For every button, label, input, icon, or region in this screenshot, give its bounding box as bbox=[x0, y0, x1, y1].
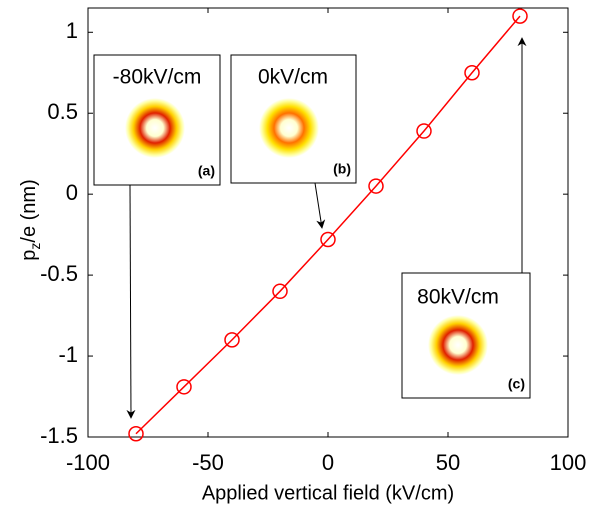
arrow bbox=[314, 182, 326, 229]
arrow bbox=[126, 184, 136, 419]
x-tick-label: -100 bbox=[66, 450, 110, 475]
y-label-sub: z bbox=[27, 243, 43, 250]
x-axis-label: Applied vertical field (kV/cm) bbox=[202, 482, 454, 504]
y-tick-label: 1 bbox=[66, 18, 78, 43]
x-tick-label: -50 bbox=[192, 450, 224, 475]
marker bbox=[272, 283, 288, 300]
x-tick-label: 0 bbox=[322, 450, 334, 475]
inset-tag: (c) bbox=[508, 376, 525, 392]
ring-image bbox=[428, 315, 488, 375]
series-line bbox=[135, 15, 521, 435]
ring-image bbox=[259, 98, 319, 158]
marker bbox=[320, 231, 336, 248]
y-axis-label: pz/e (nm) bbox=[18, 179, 42, 260]
x-tick-label: 50 bbox=[436, 450, 460, 475]
marker bbox=[416, 123, 432, 139]
ring-image bbox=[125, 97, 185, 158]
x-tick-label: 100 bbox=[550, 450, 587, 475]
y-tick-label: -1 bbox=[58, 342, 78, 367]
inset-title: -80kV/cm bbox=[113, 66, 202, 89]
marker bbox=[128, 426, 144, 442]
marker bbox=[512, 8, 528, 24]
inset-tag: (a) bbox=[198, 163, 215, 179]
marker bbox=[368, 178, 384, 194]
y-tick-label: -1.5 bbox=[40, 423, 78, 448]
marker bbox=[176, 379, 192, 395]
y-label-base: p bbox=[18, 250, 40, 261]
y-tick-label: 0.5 bbox=[47, 99, 78, 124]
y-label-rest: /e (nm) bbox=[18, 179, 40, 242]
inset-tag: (b) bbox=[333, 161, 351, 177]
inset-title: 0kV/cm bbox=[258, 66, 328, 89]
insets: -80kV/cm (a) 0kV/cm (b) 80kV/cm (c) bbox=[93, 37, 531, 419]
y-tick-label: 0 bbox=[66, 180, 78, 205]
marker bbox=[464, 65, 480, 81]
inset-title: 80kV/cm bbox=[417, 286, 499, 309]
y-tick-label: -0.5 bbox=[40, 261, 78, 286]
marker bbox=[224, 332, 240, 348]
